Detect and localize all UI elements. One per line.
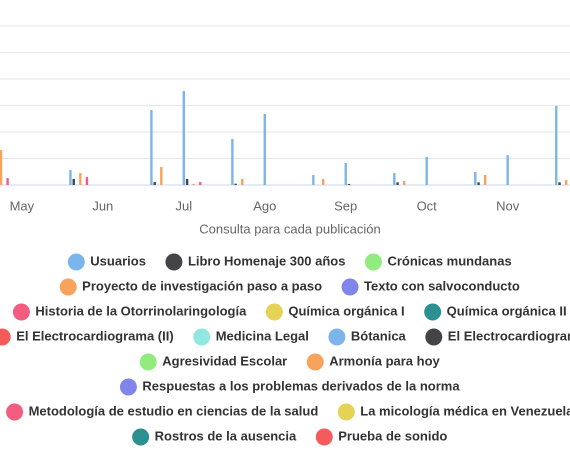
bar [403,181,406,185]
bar [263,113,266,185]
legend-label: Agresividad Escolar [162,353,287,368]
legend-marker [328,328,346,346]
legend-marker [139,353,157,371]
legend-label: El Electrocardiograma [448,328,570,343]
bar [185,178,189,185]
legend-label: Texto con salvoconducto [364,278,520,293]
legend-marker [341,278,359,296]
bar [347,183,351,185]
legend-item[interactable]: Prueba de sonido [315,428,448,446]
legend-label: Química orgánica I [288,303,404,318]
bar [477,182,480,185]
legend-item[interactable]: Bótanica [328,328,407,346]
legend-marker [6,403,24,421]
legend-marker [0,328,11,346]
legend-label: Crónicas mundanas [387,253,511,268]
legend-label: Química orgánica II [447,303,567,318]
legend-marker [425,328,443,346]
legend-label: Bótanica [351,328,407,343]
bar [182,90,185,185]
legend-label: Metodología de estudio en ciencias de la… [29,403,319,418]
legend-label: Proyecto de investigación paso a paso [82,278,322,293]
legend-marker [315,428,333,446]
bar [234,183,237,185]
bar [153,182,156,185]
bar [241,178,244,185]
legend-label: Libro Homenaje 300 años [188,253,346,268]
x-tick-label: Nov [496,198,520,213]
bar [425,156,428,185]
bar [564,179,568,185]
bar [85,177,89,185]
legend-label: Medicina Legal [216,328,309,343]
legend-item[interactable]: Crónicas mundanas [364,253,512,271]
bar [192,183,195,185]
legend-marker [337,403,355,421]
legend-item[interactable]: Metodología de estudio en ciencias de la… [6,403,319,421]
legend-label: Usuarios [90,253,146,268]
legend-label: Prueba de sonido [338,428,447,443]
x-axis-title: Consulta para cada publicación [199,221,380,236]
bar [506,155,509,185]
legend-item[interactable]: Armonía para hoy [306,353,441,371]
bar [474,172,477,185]
x-tick-label: Sep [334,198,357,213]
legend-marker [132,428,150,446]
legend-marker [12,303,30,321]
legend-marker [193,328,211,346]
legend-label: La micología médica en Venezuela [360,403,570,418]
legend-label: El Electrocardiograma (II) [16,328,174,343]
bar [322,178,325,185]
legend-item[interactable]: Química orgánica I [265,303,405,321]
bar [312,174,315,185]
legend-item[interactable]: Texto con salvoconducto [341,278,520,296]
bar [344,163,347,185]
legend-item[interactable]: Medicina Legal [193,328,309,346]
legend-item[interactable]: Libro Homenaje 300 años [165,253,346,271]
bar [0,150,3,185]
bar [558,182,561,185]
bar [150,110,153,185]
bar [393,173,396,185]
bar [69,169,72,185]
legend-item[interactable]: Química orgánica II [424,303,567,321]
legend-item[interactable]: Rostros de la ausencia [132,428,297,446]
bar [483,174,487,185]
bar [72,178,75,185]
legend-marker [306,353,324,371]
bar [555,106,558,185]
legend-item[interactable]: Usuarios [67,253,146,271]
legend-marker [265,303,283,321]
bar [231,138,234,185]
legend-label: Armonía para hoy [329,353,440,368]
legend-marker [165,253,183,271]
legend-label: Historia de la Otorrinolaringología [35,303,247,318]
bar [79,173,82,185]
bar [199,182,202,185]
x-tick-label: Ago [253,198,276,213]
legend-marker [364,253,382,271]
legend-label: Rostros de la ausencia [155,428,297,443]
legend-item[interactable]: Agresividad Escolar [139,353,288,371]
legend-marker [119,378,137,396]
x-tick-label: Jul [175,198,192,213]
legend-item[interactable]: El Electrocardiograma [425,328,570,346]
bar [396,182,399,185]
x-tick-label: Oct [417,198,438,213]
legend-item[interactable]: La micología médica en Venezuela [337,403,570,421]
bar [6,178,9,185]
legend-marker [59,278,77,296]
legend-item[interactable]: El Electrocardiograma (II) [0,328,174,346]
bar [160,166,163,185]
x-tick-label: May [10,198,35,213]
legend-item[interactable]: Historia de la Otorrinolaringología [12,303,247,321]
legend-label: Respuestas a los problemas derivados de … [142,378,460,393]
legend-item[interactable]: Respuestas a los problemas derivados de … [119,378,460,396]
legend-item[interactable]: Proyecto de investigación paso a paso [59,278,322,296]
legend-marker [424,303,442,321]
x-tick-label: Jun [92,198,113,213]
legend-marker [67,253,85,271]
